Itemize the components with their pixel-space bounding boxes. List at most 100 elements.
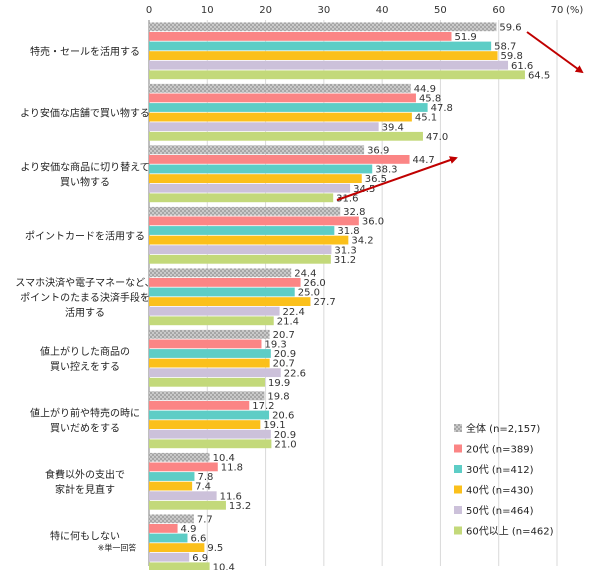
value-label: 10.4 xyxy=(213,562,235,570)
bar xyxy=(149,183,351,193)
value-label: 45.1 xyxy=(415,113,437,124)
bar xyxy=(149,164,373,174)
bar xyxy=(149,410,270,420)
legend-swatch xyxy=(454,465,462,473)
value-label: 20.9 xyxy=(274,349,296,360)
value-label: 21.4 xyxy=(277,316,299,327)
bar xyxy=(149,83,411,93)
x-tick-label: 40 xyxy=(376,5,389,16)
legend-swatch xyxy=(454,444,462,453)
value-label: 59.8 xyxy=(501,51,523,62)
bar xyxy=(149,358,270,368)
x-tick-label: 0 xyxy=(146,5,152,16)
value-label: 22.4 xyxy=(283,307,305,318)
bar xyxy=(149,60,509,70)
bar xyxy=(149,287,295,297)
value-label: 7.4 xyxy=(195,482,211,493)
value-label: 19.9 xyxy=(268,378,290,389)
legend-swatch xyxy=(454,424,462,432)
value-label: 19.3 xyxy=(264,340,286,351)
bar xyxy=(149,329,270,339)
value-label: 36.0 xyxy=(362,217,384,228)
value-label: 19.1 xyxy=(263,420,285,431)
bar xyxy=(149,420,261,429)
value-label: 6.9 xyxy=(192,553,208,564)
bar xyxy=(149,245,332,255)
bar xyxy=(149,316,274,326)
bar xyxy=(149,174,362,183)
bar xyxy=(149,297,311,306)
value-label: 32.8 xyxy=(343,207,365,218)
value-label: 11.8 xyxy=(221,463,243,474)
value-label: 25.0 xyxy=(298,288,320,299)
bar xyxy=(149,131,423,141)
legend-label: 全体 (n=2,157) xyxy=(466,422,540,435)
value-label: 45.8 xyxy=(419,94,441,105)
bar xyxy=(149,452,210,462)
legend: 全体 (n=2,157) 20代 (n=389) 30代 (n=412) 40代 (n… xyxy=(454,422,554,538)
bar xyxy=(149,22,497,32)
bar xyxy=(149,514,194,524)
value-label: 21.0 xyxy=(274,439,296,450)
bar xyxy=(149,524,178,533)
bar xyxy=(149,278,301,287)
bar xyxy=(149,500,226,510)
value-label: 36.9 xyxy=(367,145,389,156)
value-label: 20.7 xyxy=(273,330,295,341)
trend-arrow-2 xyxy=(336,156,458,201)
value-label: 64.5 xyxy=(528,70,550,81)
bar xyxy=(149,562,210,570)
value-label: 44.7 xyxy=(413,155,435,166)
legend-label: 30代 (n=412) xyxy=(466,464,534,476)
value-label: 61.6 xyxy=(511,61,533,72)
bar xyxy=(149,481,193,491)
x-axis-ticks: 0 10 20 30 40 50 60 70 (%) xyxy=(146,5,584,16)
value-label: 26.0 xyxy=(304,278,326,289)
category-label: 買い控えをする xyxy=(50,360,120,373)
bar xyxy=(149,391,265,401)
category-label: 特売・セールを活用する xyxy=(30,45,140,58)
value-labels: 59.6 51.9 58.759.861.664.5 44.945.847.845.1… xyxy=(181,22,551,570)
bar xyxy=(149,93,416,103)
value-label: 31.8 xyxy=(337,226,359,237)
bar xyxy=(149,216,359,226)
bar xyxy=(149,235,349,245)
axis-unit: (%) xyxy=(566,5,583,16)
value-label: 20.9 xyxy=(274,430,296,441)
legend-swatch xyxy=(454,485,462,494)
bar xyxy=(149,32,452,41)
bar xyxy=(149,41,492,51)
legend-label: 60代以上 (n=462) xyxy=(466,526,554,538)
bar xyxy=(149,122,379,132)
category-label: 値上がり前や特売の時に xyxy=(30,406,140,419)
bar xyxy=(149,193,334,203)
value-label: 31.2 xyxy=(334,255,356,266)
x-tick-label: 30 xyxy=(317,5,330,16)
bar xyxy=(149,254,331,264)
bar xyxy=(149,491,217,501)
value-label: 31.3 xyxy=(334,245,356,256)
bar xyxy=(149,112,412,122)
category-label: ポイントのたまる決済手段を xyxy=(20,291,150,304)
value-label: 6.6 xyxy=(190,534,206,545)
bar xyxy=(149,533,188,543)
x-tick-label: 20 xyxy=(259,5,272,16)
category-note: ※単一回答 xyxy=(98,542,137,552)
value-label: 38.3 xyxy=(375,165,397,176)
bar xyxy=(149,268,292,278)
category-label: より安価な店舗で買い物する xyxy=(20,106,150,119)
value-label: 17.2 xyxy=(252,401,274,412)
category-label: 家計を見直す xyxy=(55,483,115,496)
category-label: ポイントカードを活用する xyxy=(25,230,145,242)
bar xyxy=(149,368,281,378)
category-label: スマホ決済や電子マネーなど、 xyxy=(15,276,154,289)
x-tick-label: 60 xyxy=(492,5,505,16)
category-label: 活用する xyxy=(65,307,105,319)
bar xyxy=(149,306,280,316)
bar xyxy=(149,155,410,164)
x-tick-label: 70 xyxy=(551,5,564,16)
bar xyxy=(149,472,195,481)
value-label: 31.6 xyxy=(336,193,358,204)
value-label: 20.6 xyxy=(272,411,294,422)
